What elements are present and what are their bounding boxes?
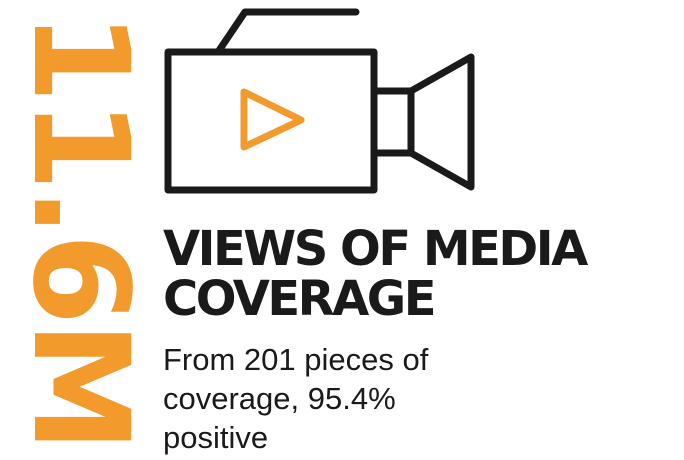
play-icon [240, 88, 305, 151]
description: From 201 pieces of coverage, 95.4% posit… [163, 342, 429, 455]
headline-line-1: VIEWS OF MEDIA [163, 221, 588, 277]
stat-value-container: 11.6M [20, 0, 140, 460]
headline-line-2: COVERAGE [163, 271, 436, 327]
stat-value: 11.6M [20, 11, 140, 449]
headline: VIEWS OF MEDIA COVERAGE [163, 221, 588, 327]
video-camera-icon [164, 8, 475, 194]
